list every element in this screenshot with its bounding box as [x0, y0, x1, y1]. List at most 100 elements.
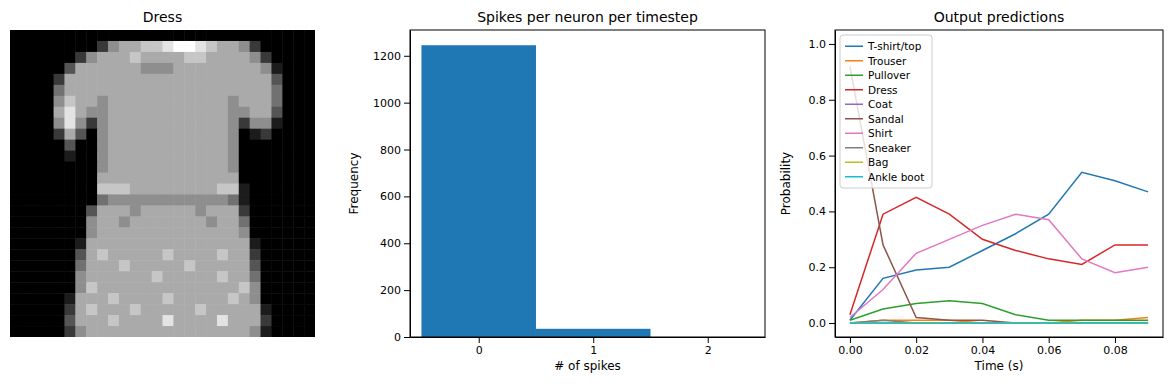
cell	[282, 238, 293, 249]
cell	[271, 184, 282, 195]
tick: 0.6	[809, 150, 836, 163]
legend-label: Bag	[868, 156, 888, 168]
cell	[195, 315, 206, 326]
cell	[86, 271, 97, 282]
cell	[293, 129, 304, 140]
cell	[228, 304, 239, 315]
cell	[141, 326, 152, 337]
cell	[261, 249, 272, 260]
cell	[239, 326, 250, 337]
cell	[54, 118, 65, 129]
cell	[21, 140, 32, 151]
tick-mark	[404, 337, 410, 338]
cell	[261, 260, 272, 271]
cell	[141, 238, 152, 249]
cell	[304, 30, 315, 41]
title: Spikes per neuron per timestep	[477, 9, 698, 25]
cell	[217, 315, 228, 326]
cell	[119, 304, 130, 315]
cell	[54, 184, 65, 195]
cell	[86, 107, 97, 118]
cell	[206, 30, 217, 41]
cell	[75, 184, 86, 195]
cell	[282, 173, 293, 184]
cell	[228, 194, 239, 205]
tick-label: 1	[590, 344, 597, 357]
tick: 1	[590, 337, 597, 357]
tick: 200	[380, 284, 410, 297]
cell	[119, 41, 130, 52]
cell	[261, 151, 272, 162]
cell	[173, 74, 184, 85]
cell	[43, 227, 54, 238]
cell	[130, 96, 141, 107]
cell	[261, 30, 272, 41]
cell	[130, 41, 141, 52]
cell	[271, 271, 282, 282]
cell	[228, 315, 239, 326]
cell	[173, 216, 184, 227]
cell	[43, 173, 54, 184]
cell	[32, 326, 43, 337]
cell	[163, 238, 174, 249]
cell	[43, 216, 54, 227]
cell	[228, 216, 239, 227]
cell	[261, 96, 272, 107]
cell	[261, 227, 272, 238]
cell	[130, 326, 141, 337]
cell	[75, 249, 86, 260]
cell	[43, 260, 54, 271]
cell	[86, 129, 97, 140]
cell	[282, 271, 293, 282]
cell	[250, 184, 261, 195]
cell	[75, 238, 86, 249]
cell	[239, 282, 250, 293]
cell	[141, 216, 152, 227]
cell	[217, 282, 228, 293]
cell	[228, 118, 239, 129]
cell	[217, 293, 228, 304]
cell	[184, 96, 195, 107]
cell	[250, 162, 261, 173]
cell	[130, 315, 141, 326]
cell	[228, 52, 239, 63]
cell	[64, 238, 75, 249]
cell	[97, 304, 108, 315]
cell	[293, 216, 304, 227]
cell	[141, 52, 152, 63]
cell	[217, 216, 228, 227]
cell	[97, 96, 108, 107]
cell	[195, 184, 206, 195]
tick-label: 400	[380, 237, 401, 250]
cell	[228, 260, 239, 271]
title: Dress	[143, 9, 182, 25]
cell	[10, 85, 21, 96]
cell	[173, 151, 184, 162]
cell	[43, 118, 54, 129]
cell	[97, 107, 108, 118]
cell	[304, 140, 315, 151]
cell	[21, 238, 32, 249]
cell	[86, 151, 97, 162]
cell	[206, 205, 217, 216]
cell	[250, 282, 261, 293]
cell	[54, 140, 65, 151]
cell	[141, 194, 152, 205]
cell	[239, 315, 250, 326]
tick: 0.2	[809, 261, 836, 274]
axis-line	[411, 337, 766, 338]
cell	[293, 30, 304, 41]
cell	[54, 129, 65, 140]
cell	[152, 293, 163, 304]
cell	[130, 238, 141, 249]
cell	[184, 140, 195, 151]
cell	[304, 216, 315, 227]
cell	[64, 326, 75, 337]
cell	[163, 184, 174, 195]
cell	[43, 249, 54, 260]
cell	[239, 107, 250, 118]
cell	[304, 304, 315, 315]
cell	[282, 227, 293, 238]
cell	[173, 205, 184, 216]
cell	[271, 151, 282, 162]
